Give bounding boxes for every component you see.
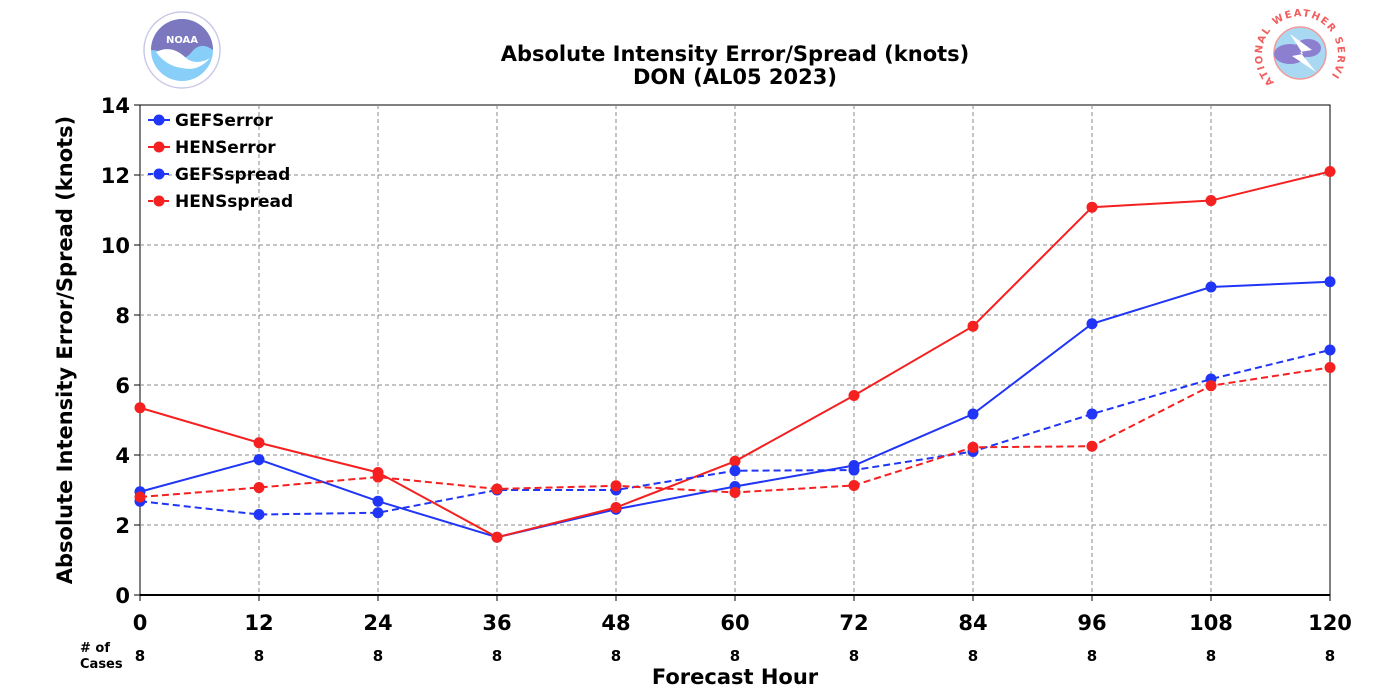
y-tick-label: 8 bbox=[115, 304, 130, 328]
x-tick-label: 72 bbox=[839, 611, 868, 635]
legend-label-henserror: HENSerror bbox=[175, 138, 276, 158]
data-point-gefserror bbox=[1205, 281, 1217, 293]
data-point-henserror bbox=[729, 455, 741, 467]
chart-title: Absolute Intensity Error/Spread (knots) bbox=[501, 42, 970, 66]
case-count: 8 bbox=[1325, 647, 1335, 665]
x-tick-label: 108 bbox=[1189, 611, 1233, 635]
data-point-gefsspread bbox=[729, 465, 741, 477]
case-count: 8 bbox=[373, 647, 383, 665]
data-point-hensspread bbox=[253, 482, 265, 494]
data-point-gefserror bbox=[372, 495, 384, 507]
data-point-hensspread bbox=[610, 480, 622, 492]
noaa-logo-text: NOAA bbox=[166, 35, 198, 46]
legend-marker-gefserror bbox=[153, 114, 165, 126]
data-point-gefsspread bbox=[1324, 344, 1336, 356]
case-count: 8 bbox=[135, 647, 145, 665]
case-count: 8 bbox=[254, 647, 264, 665]
y-tick-label: 12 bbox=[101, 164, 130, 188]
y-tick-label: 10 bbox=[101, 234, 130, 258]
legend-label-hensspread: HENSspread bbox=[175, 192, 293, 212]
data-point-henserror bbox=[610, 502, 622, 513]
x-tick-label: 0 bbox=[133, 611, 148, 635]
data-point-hensspread bbox=[1324, 362, 1336, 373]
data-point-hensspread bbox=[491, 483, 503, 495]
case-count: 8 bbox=[1087, 647, 1097, 665]
data-point-henserror bbox=[1324, 166, 1336, 177]
cases-row: 8 8 8 8 8 8 8 8 8 8 8 bbox=[135, 647, 1335, 665]
legend-label-gefsspread: GEFSspread bbox=[175, 165, 290, 185]
legend: GEFSerror HENSerror GEFSspread HENSspread bbox=[148, 111, 293, 212]
data-point-henserror bbox=[253, 437, 265, 449]
noaa-logo-icon: NOAA bbox=[143, 11, 221, 89]
data-point-hensspread bbox=[134, 491, 146, 503]
data-point-gefserror bbox=[253, 454, 265, 466]
data-point-gefserror bbox=[1324, 276, 1336, 288]
data-point-gefsspread bbox=[1086, 408, 1098, 420]
chart-subtitle: DON (AL05 2023) bbox=[633, 65, 837, 89]
data-point-hensspread bbox=[967, 441, 979, 453]
x-axis-label: Forecast Hour bbox=[652, 665, 819, 689]
case-count: 8 bbox=[611, 647, 621, 665]
data-point-gefserror bbox=[1086, 318, 1098, 330]
data-point-hensspread bbox=[372, 471, 384, 483]
data-point-henserror bbox=[134, 402, 146, 414]
x-tick-label: 60 bbox=[720, 611, 749, 635]
data-point-henserror bbox=[1205, 195, 1217, 207]
y-tick-label: 14 bbox=[101, 94, 130, 118]
case-count: 8 bbox=[730, 647, 740, 665]
y-axis-label: Absolute Intensity Error/Spread (knots) bbox=[53, 116, 77, 585]
data-point-henserror bbox=[1086, 201, 1098, 213]
legend-marker-hensspread bbox=[153, 195, 165, 207]
legend-label-gefserror: GEFSerror bbox=[175, 111, 273, 131]
cases-header-line1: # of bbox=[80, 641, 110, 656]
data-point-gefserror bbox=[967, 408, 979, 420]
cases-header-line2: Cases bbox=[80, 657, 123, 672]
x-tick-label: 36 bbox=[482, 611, 511, 635]
data-point-gefsspread bbox=[372, 507, 384, 519]
x-tick-label: 48 bbox=[601, 611, 630, 635]
x-axis: 0 12 24 36 48 60 72 84 96 108 120 bbox=[133, 594, 1352, 635]
case-count: 8 bbox=[1206, 647, 1216, 665]
x-tick-label: 96 bbox=[1077, 611, 1106, 635]
case-count: 8 bbox=[849, 647, 859, 665]
x-tick-label: 12 bbox=[244, 611, 273, 635]
data-point-hensspread bbox=[1205, 380, 1217, 392]
case-count: 8 bbox=[968, 647, 978, 665]
data-point-gefsspread bbox=[848, 464, 860, 476]
y-tick-label: 4 bbox=[115, 444, 130, 468]
data-point-hensspread bbox=[729, 486, 741, 498]
data-point-henserror bbox=[967, 320, 979, 332]
y-tick-label: 6 bbox=[115, 374, 130, 398]
x-tick-label: 84 bbox=[958, 611, 987, 635]
data-point-henserror bbox=[848, 390, 860, 401]
y-axis: 0 2 4 6 8 10 12 14 bbox=[101, 94, 140, 608]
legend-marker-henserror bbox=[153, 141, 165, 153]
data-point-hensspread bbox=[1086, 440, 1098, 452]
case-count: 8 bbox=[492, 647, 502, 665]
y-tick-label: 0 bbox=[115, 584, 130, 608]
data-point-hensspread bbox=[848, 479, 860, 491]
x-tick-label: 24 bbox=[363, 611, 392, 635]
x-tick-label: 120 bbox=[1308, 611, 1352, 635]
data-point-gefsspread bbox=[253, 509, 265, 520]
data-point-henserror bbox=[491, 531, 503, 543]
legend-marker-gefsspread bbox=[153, 168, 165, 180]
series-lines bbox=[134, 166, 1336, 543]
y-tick-label: 2 bbox=[115, 514, 130, 538]
